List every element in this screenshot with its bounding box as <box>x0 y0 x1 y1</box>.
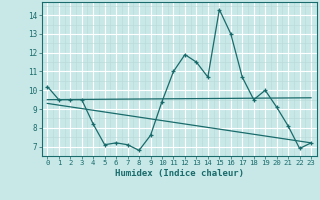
X-axis label: Humidex (Indice chaleur): Humidex (Indice chaleur) <box>115 169 244 178</box>
